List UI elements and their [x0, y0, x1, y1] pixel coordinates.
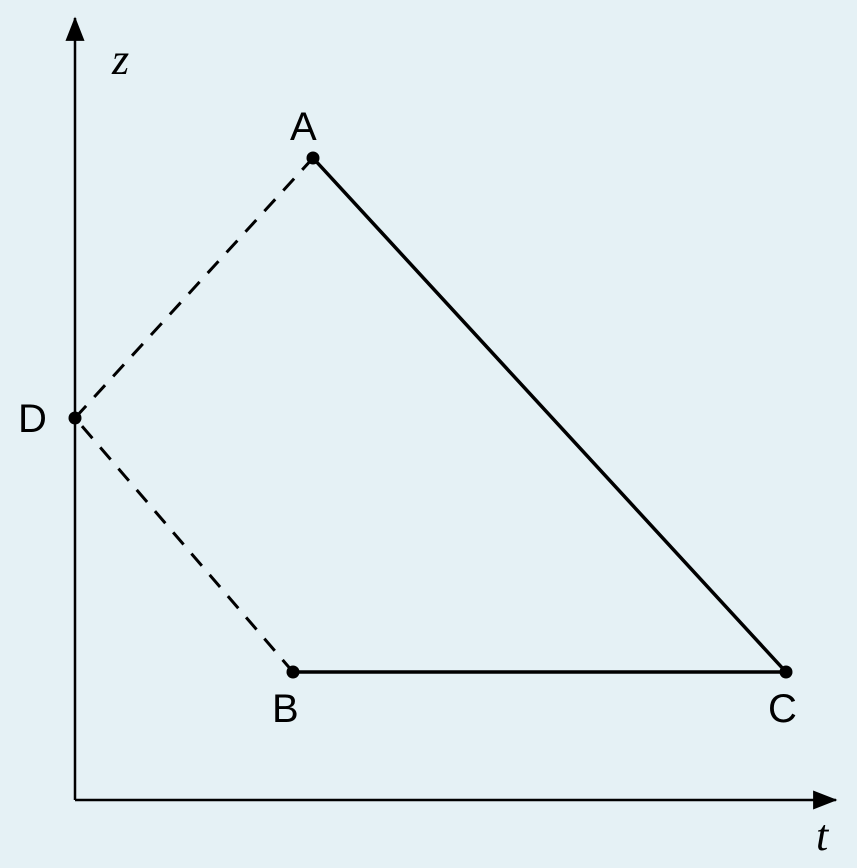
plot-background — [0, 0, 857, 868]
point-A — [307, 152, 320, 165]
diagram-svg: t z A B C D — [0, 0, 857, 868]
point-label-C: C — [768, 687, 797, 731]
x-axis-label: t — [816, 811, 830, 860]
point-label-D: D — [18, 397, 47, 441]
point-D — [69, 412, 82, 425]
point-C — [780, 666, 793, 679]
point-B — [287, 666, 300, 679]
point-label-A: A — [290, 105, 317, 149]
y-axis-label: z — [111, 35, 129, 84]
point-label-B: B — [272, 687, 299, 731]
